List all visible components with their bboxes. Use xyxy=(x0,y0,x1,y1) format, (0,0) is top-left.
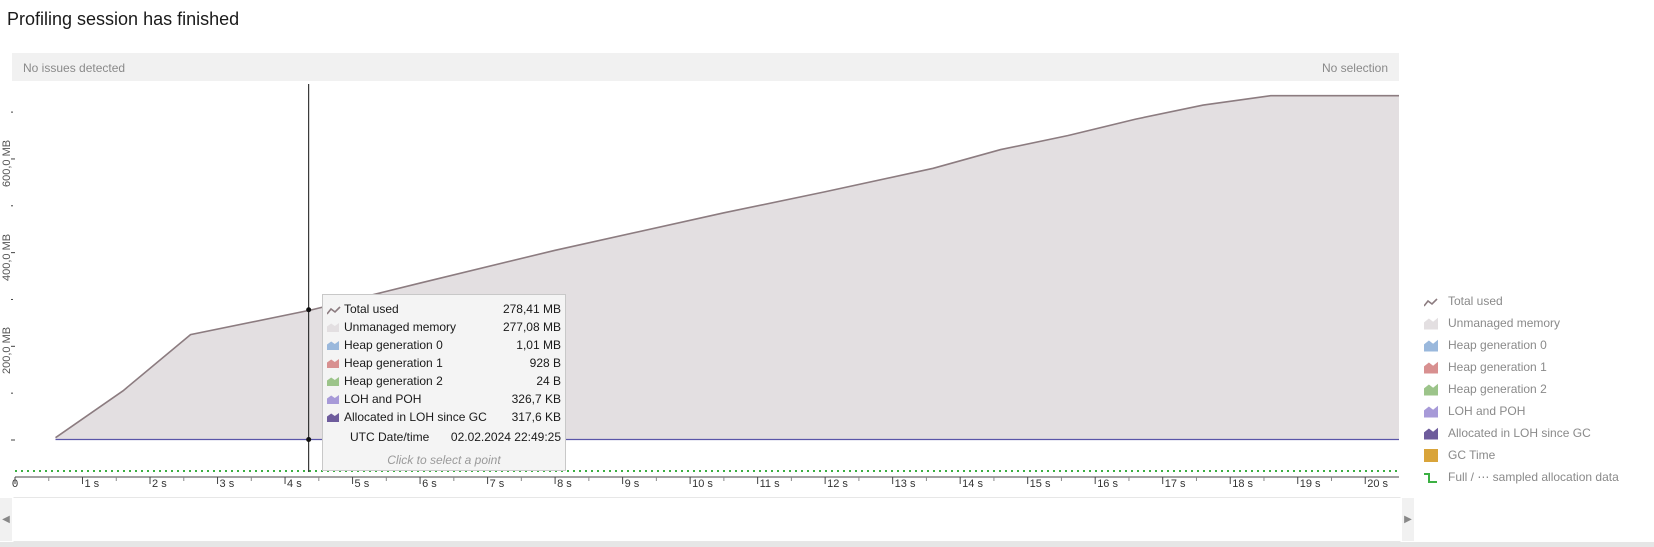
tooltip-label: Allocated in LOH since GC xyxy=(344,410,487,424)
x-tick-label: 20 s xyxy=(1367,478,1389,490)
cursor-point-total xyxy=(306,307,312,313)
legend-item[interactable]: Heap generation 2 xyxy=(1424,380,1547,398)
tooltip-row: Unmanaged memory 277,08 MB xyxy=(327,319,561,335)
legend-label: Heap generation 1 xyxy=(1448,360,1547,374)
legend-label: Heap generation 0 xyxy=(1448,338,1547,352)
selection-status: No selection xyxy=(1321,61,1388,75)
x-tick-label: 6 s xyxy=(422,478,437,490)
x-tick-label: 10 s xyxy=(692,478,713,490)
area-swatch-icon xyxy=(327,323,339,332)
legend-label: Heap generation 2 xyxy=(1448,382,1547,396)
tooltip-label: LOH and POH xyxy=(344,392,422,406)
spacer xyxy=(327,432,345,442)
legend-label: Full / ⋯ sampled allocation data xyxy=(1448,470,1619,484)
x-tick-label: 4 s xyxy=(287,478,302,490)
legend-label: GC Time xyxy=(1448,448,1496,462)
x-tick-label: 13 s xyxy=(894,478,916,490)
unmanaged-memory-area xyxy=(55,95,1399,441)
tooltip-value: 277,08 MB xyxy=(502,320,561,334)
tooltip-row: Heap generation 2 24 B xyxy=(327,373,561,389)
tooltip-value: 928 B xyxy=(529,356,561,370)
area-swatch-icon xyxy=(327,413,339,422)
area-swatch-icon xyxy=(1424,427,1438,440)
tooltip-value: 278,41 MB xyxy=(502,302,561,316)
legend-item[interactable]: Allocated in LOH since GC xyxy=(1424,424,1591,442)
area-swatch-icon xyxy=(1424,383,1438,396)
tooltip-label: Heap generation 0 xyxy=(344,338,443,352)
legend-item[interactable]: Full / ⋯ sampled allocation data xyxy=(1424,468,1619,486)
y-tick-label: 200,0 MB xyxy=(1,327,13,375)
issues-bar: No issues detected No selection xyxy=(12,53,1399,81)
issues-status: No issues detected xyxy=(23,61,126,75)
x-tick-label: 12 s xyxy=(827,478,848,490)
area-swatch-icon xyxy=(1424,339,1438,352)
tooltip-label: Unmanaged memory xyxy=(344,320,457,334)
area-swatch-icon xyxy=(327,341,339,350)
tooltip-value: 02.02.2024 22:49:25 xyxy=(450,430,561,444)
tooltip-value: 24 B xyxy=(536,374,561,388)
tooltip-hint: Click to select a point xyxy=(387,453,501,467)
x-tick-label: 9 s xyxy=(624,478,640,490)
x-tick-label: 18 s xyxy=(1232,478,1254,490)
line-swatch-icon xyxy=(1423,295,1438,308)
x-tick-label: 0 xyxy=(12,478,19,490)
tooltip-row: Heap generation 1 928 B xyxy=(327,355,561,371)
legend-item[interactable]: Heap generation 0 xyxy=(1424,336,1547,354)
area-swatch-icon xyxy=(1424,317,1438,330)
legend-label: Unmanaged memory xyxy=(1448,316,1561,330)
tooltip-value: 1,01 MB xyxy=(516,338,561,352)
page-title: Profiling session has finished xyxy=(7,9,240,29)
x-tick-label: 3 s xyxy=(219,478,235,490)
total-used-line xyxy=(55,94,1399,439)
tooltip-row: Heap generation 0 1,01 MB xyxy=(327,337,561,353)
x-tick-label: 17 s xyxy=(1164,478,1186,490)
x-tick-label: 2 s xyxy=(152,478,167,490)
y-tick-label: 600,0 MB xyxy=(1,139,13,187)
legend-item[interactable]: Unmanaged memory xyxy=(1424,314,1560,332)
x-tick-label: 15 s xyxy=(1029,478,1051,490)
tooltip-label: UTC Date/time xyxy=(350,430,430,444)
area-swatch-icon xyxy=(1424,361,1438,374)
scroll-right-icon[interactable]: ▶ xyxy=(1402,498,1414,541)
area-swatch-icon xyxy=(327,359,339,368)
y-tick-label: 400,0 MB xyxy=(1,233,13,281)
overview-timeline[interactable]: ◀ ▶ xyxy=(0,498,1414,541)
area-swatch-icon xyxy=(327,395,339,404)
area-swatch-icon xyxy=(1424,405,1438,418)
tooltip-value: 326,7 KB xyxy=(511,392,561,406)
x-tick-label: 19 s xyxy=(1299,478,1321,490)
x-tick-label: 16 s xyxy=(1097,478,1118,490)
x-tick-label: 14 s xyxy=(962,478,983,490)
x-tick-label: 5 s xyxy=(354,478,370,490)
chart-tooltip: Total used 278,41 MB Unmanaged memory 277,0… xyxy=(322,294,566,471)
tooltip-label: Heap generation 2 xyxy=(344,374,443,388)
line-swatch-icon xyxy=(326,304,341,315)
legend-label: LOH and POH xyxy=(1448,404,1526,418)
tooltip-row: Total used 278,41 MB xyxy=(326,301,561,317)
legend-item[interactable]: GC Time xyxy=(1424,446,1495,464)
cursor-point-base xyxy=(306,437,312,443)
legend-label: Allocated in LOH since GC xyxy=(1448,426,1591,440)
tooltip-row: UTC Date/time 02.02.2024 22:49:25 xyxy=(327,429,561,445)
tooltip-row: LOH and POH 326,7 KB xyxy=(327,391,561,407)
scroll-left-icon[interactable]: ◀ xyxy=(0,498,12,541)
status-strip xyxy=(0,542,1654,547)
step-line-icon xyxy=(1424,471,1438,484)
legend-label: Total used xyxy=(1448,294,1503,308)
legend-item[interactable]: LOH and POH xyxy=(1424,402,1525,420)
tooltip-value: 317,6 KB xyxy=(511,410,561,424)
x-tick-label: 11 s xyxy=(759,478,780,490)
area-swatch-icon xyxy=(327,377,339,386)
x-tick-label: 8 s xyxy=(557,478,572,490)
x-tick-label: 7 s xyxy=(489,478,505,490)
area-swatch-icon xyxy=(1424,448,1438,462)
legend-item[interactable]: Heap generation 1 xyxy=(1424,358,1547,376)
tooltip-label: Heap generation 1 xyxy=(344,356,443,370)
x-tick-label: 1 s xyxy=(84,478,100,490)
legend-item[interactable]: Total used xyxy=(1423,292,1503,310)
tooltip-label: Total used xyxy=(344,302,399,316)
tooltip-row: Allocated in LOH since GC 317,6 KB xyxy=(327,409,561,425)
